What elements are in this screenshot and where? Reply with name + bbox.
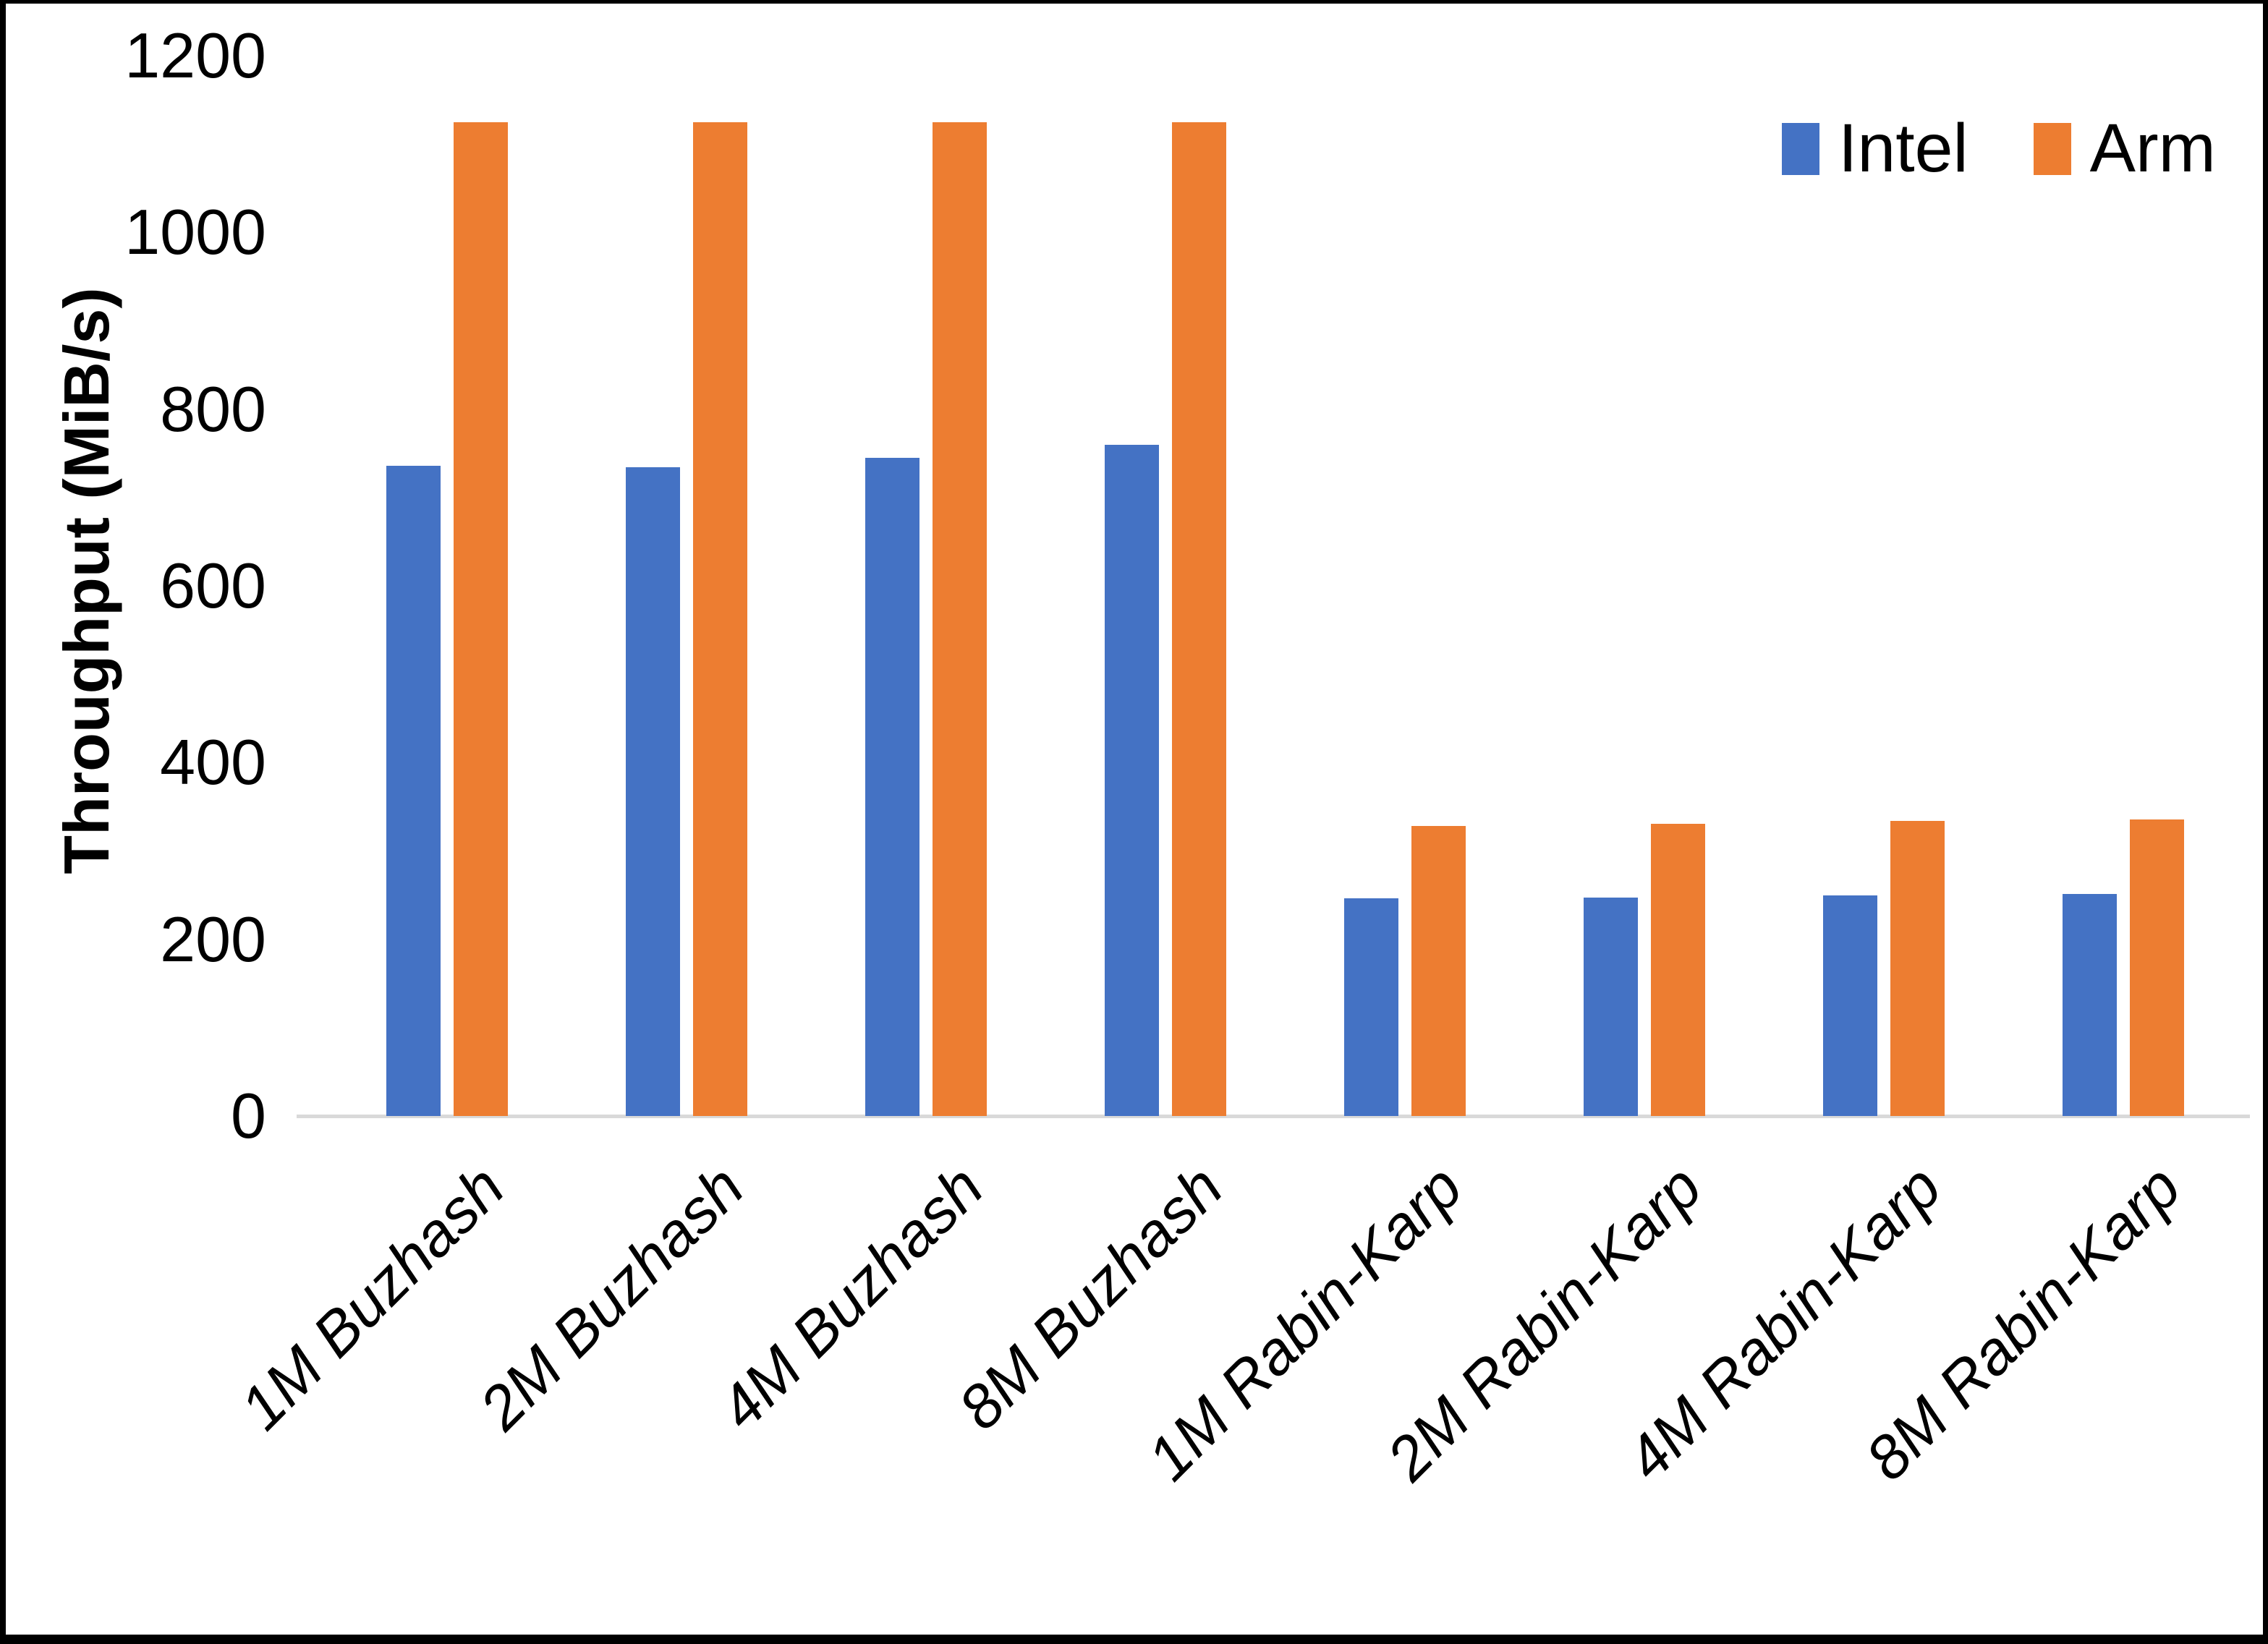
bar-intel-1m-buzhash — [386, 465, 441, 1116]
bar-intel-8m-buzhash — [1104, 444, 1159, 1116]
chart-stage: Throughput (MiB/s) 0 200 400 600 800 1000 1200… — [6, 4, 2263, 1635]
y-tick-label-400: 400 — [160, 726, 266, 798]
bar-intel-2m-rabin-karp — [1583, 898, 1638, 1116]
bar-arm-2m-buzhash — [692, 122, 747, 1116]
bar-arm-8m-rabin-karp — [2129, 819, 2184, 1116]
legend-swatch-arm-icon — [2033, 122, 2071, 175]
x-axis-line — [297, 1115, 2250, 1118]
bar-group-2m-buzhash — [566, 56, 806, 1116]
bar-group-8m-buzhash — [1045, 56, 1285, 1116]
legend-swatch-intel-icon — [1782, 122, 1819, 175]
y-tick-label-600: 600 — [160, 550, 266, 621]
bar-intel-1m-rabin-karp — [1343, 898, 1398, 1116]
y-tick-label-0: 0 — [231, 1080, 266, 1151]
bar-group-4m-rabin-karp — [1764, 56, 2003, 1116]
legend: Intel Arm — [1782, 109, 2216, 188]
y-tick-label-1200: 1200 — [124, 20, 266, 91]
bar-group-1m-buzhash — [327, 56, 566, 1116]
bar-arm-4m-rabin-karp — [1890, 820, 1945, 1116]
y-tick-label-1000: 1000 — [124, 196, 266, 268]
legend-item-intel: Intel — [1782, 109, 1968, 188]
bar-group-8m-rabin-karp — [2003, 56, 2243, 1116]
bar-group-2m-rabin-karp — [1524, 56, 1764, 1116]
bar-intel-8m-rabin-karp — [2062, 894, 2117, 1116]
legend-label-arm: Arm — [2089, 110, 2216, 187]
bar-intel-2m-buzhash — [625, 467, 680, 1116]
legend-item-arm: Arm — [2033, 109, 2216, 188]
bar-arm-8m-buzhash — [1171, 122, 1226, 1116]
bar-arm-4m-buzhash — [932, 122, 987, 1116]
bar-group-4m-buzhash — [806, 56, 1045, 1116]
bar-arm-2m-rabin-karp — [1650, 823, 1705, 1116]
bar-arm-1m-rabin-karp — [1411, 826, 1466, 1116]
bar-intel-4m-buzhash — [865, 457, 919, 1116]
bar-intel-4m-rabin-karp — [1822, 895, 1877, 1116]
y-tick-label-800: 800 — [160, 372, 266, 445]
bar-arm-1m-buzhash — [453, 122, 508, 1116]
legend-label-intel: Intel — [1838, 110, 1968, 187]
bar-group-1m-rabin-karp — [1285, 56, 1524, 1116]
y-tick-label-200: 200 — [160, 903, 266, 975]
